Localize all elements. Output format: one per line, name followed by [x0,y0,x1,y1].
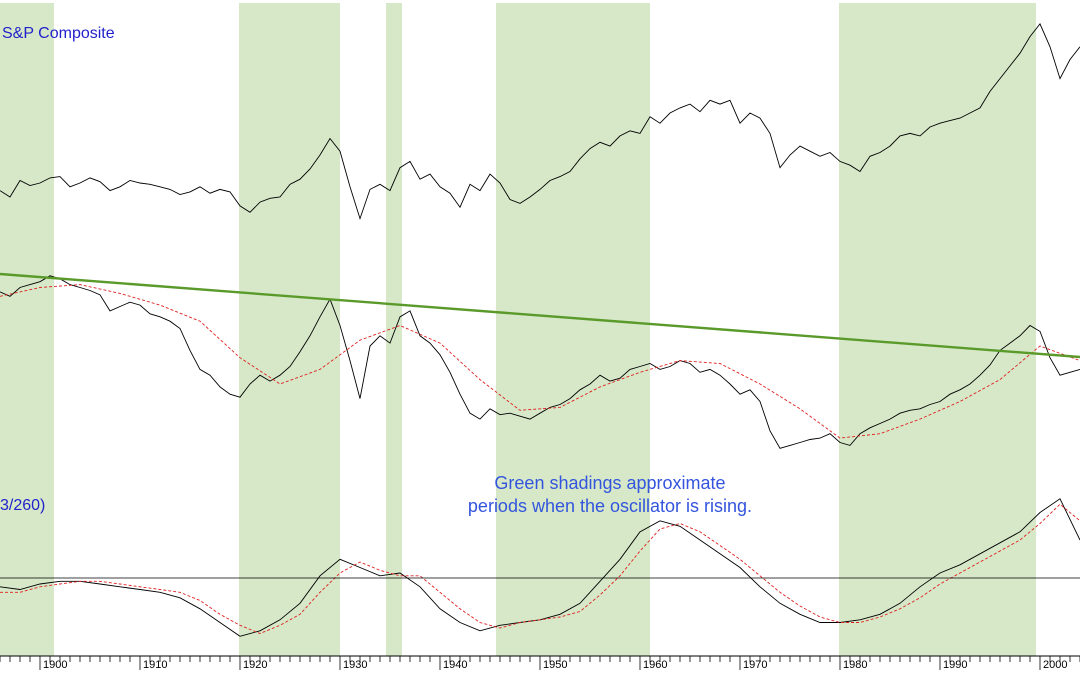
series-relative-moving-average [0,284,1080,439]
x-tick-label: 1960 [643,659,667,671]
x-tick-label: 1930 [343,659,367,671]
x-tick-label: 2000 [1043,659,1067,671]
shading-layer [0,3,1036,656]
series-layer [0,23,1080,637]
trendline [0,272,1080,359]
series-relative [0,275,1080,449]
series-price [0,23,1080,221]
shading-annotation: Green shadings approximate periods when … [430,472,790,518]
shaded-period-5 [839,3,1036,656]
x-axis: 1900 1910 1920 1930 1940 1950 1960 1970 1980 1990… [0,656,1080,671]
x-tick-label: 1940 [443,659,467,671]
shaded-period-1 [0,3,54,656]
price-panel-label: S&P Composite [2,25,115,42]
x-tick-label: 1950 [543,659,567,671]
shaded-period-3 [386,3,402,656]
x-tick-label: 1990 [943,659,967,671]
x-tick-label: 1900 [43,659,67,671]
oscillator-panel-label: 3/260) [0,497,46,514]
x-tick-label: 1980 [843,659,867,671]
series-oscillator-moving-average [0,503,1080,634]
shaded-period-4 [496,3,650,656]
x-tick-label: 1910 [143,659,167,671]
annotation-line-2: periods when the oscillator is rising. [467,496,753,516]
x-tick-label: 1920 [243,659,267,671]
annotation-line-1: Green shadings approximate [494,473,726,493]
x-tick-label: 1970 [743,659,767,671]
shaded-period-2 [239,3,340,656]
